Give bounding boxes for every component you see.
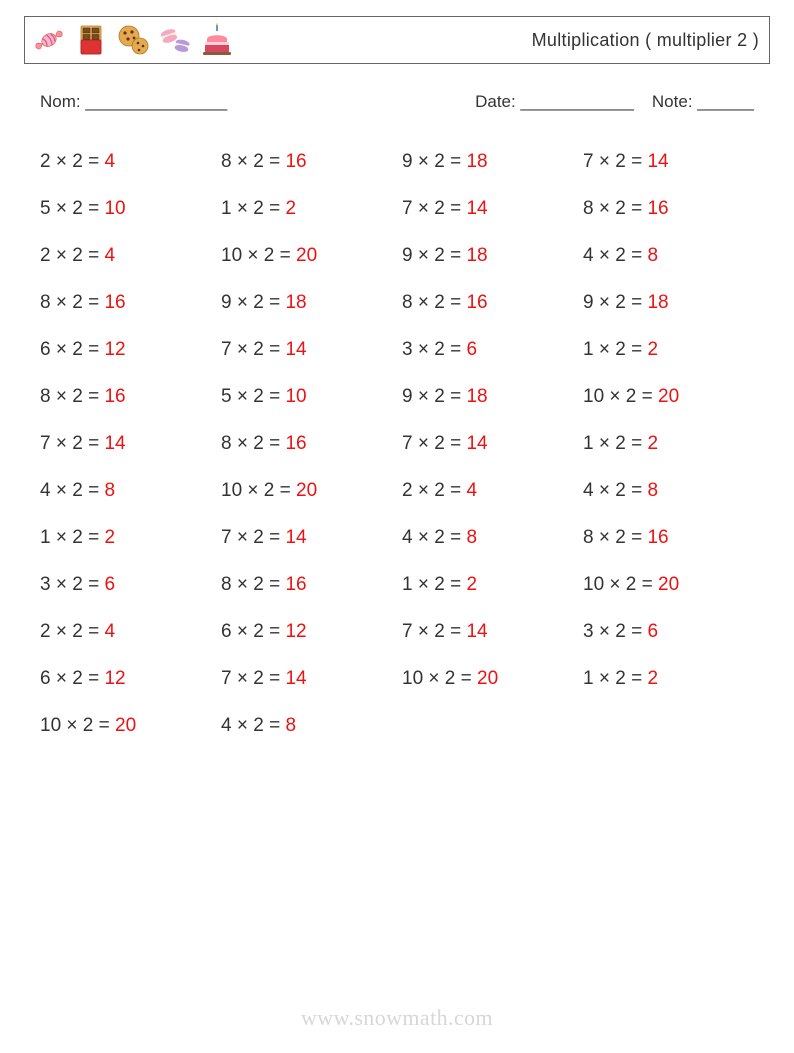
problem-cell: 4 × 2 = 8 [583,467,754,514]
name-label: Nom: _______________ [40,92,227,112]
problem-cell: 4 × 2 = 8 [402,514,573,561]
problem-cell: 8 × 2 = 16 [221,138,392,185]
problem-cell: 7 × 2 = 14 [40,420,211,467]
problem-cell: 3 × 2 = 6 [402,326,573,373]
worksheet-title: Multiplication ( multiplier 2 ) [532,30,759,51]
problem-cell: 7 × 2 = 14 [402,185,573,232]
problem-cell: 6 × 2 = 12 [40,655,211,702]
candy-icon [31,22,67,58]
note-label: Note: ______ [652,92,754,112]
problem-cell: 1 × 2 = 2 [583,326,754,373]
problem-cell: 2 × 2 = 4 [40,232,211,279]
problem-cell: 7 × 2 = 14 [221,326,392,373]
problem-cell [583,702,754,749]
problem-cell: 1 × 2 = 2 [583,655,754,702]
problem-cell: 4 × 2 = 8 [40,467,211,514]
problem-cell: 10 × 2 = 20 [583,373,754,420]
problem-cell: 9 × 2 = 18 [402,373,573,420]
meta-row: Nom: _______________ Date: ____________ … [40,92,754,112]
problem-cell: 4 × 2 = 8 [221,702,392,749]
problem-cell: 7 × 2 = 14 [221,514,392,561]
problem-grid: 2 × 2 = 48 × 2 = 169 × 2 = 187 × 2 = 145… [40,138,754,749]
problem-cell: 10 × 2 = 20 [583,561,754,608]
problem-cell: 8 × 2 = 16 [40,279,211,326]
problem-cell: 8 × 2 = 16 [583,185,754,232]
cake-icon [199,22,235,58]
problem-cell: 8 × 2 = 16 [402,279,573,326]
problem-cell: 5 × 2 = 10 [221,373,392,420]
problem-cell: 10 × 2 = 20 [40,702,211,749]
cookie-icon [115,22,151,58]
problem-cell: 8 × 2 = 16 [583,514,754,561]
date-label: Date: ____________ [475,92,634,112]
problem-cell: 1 × 2 = 2 [402,561,573,608]
header-icons [31,22,235,58]
problem-cell: 9 × 2 = 18 [221,279,392,326]
problem-cell: 3 × 2 = 6 [40,561,211,608]
problem-cell: 10 × 2 = 20 [221,467,392,514]
problem-cell: 7 × 2 = 14 [221,655,392,702]
chocolate-icon [73,22,109,58]
problem-cell: 1 × 2 = 2 [583,420,754,467]
problem-cell: 8 × 2 = 16 [221,420,392,467]
problem-cell: 4 × 2 = 8 [583,232,754,279]
problem-cell: 1 × 2 = 2 [40,514,211,561]
problem-cell: 2 × 2 = 4 [40,138,211,185]
problem-cell: 9 × 2 = 18 [402,138,573,185]
problem-cell: 10 × 2 = 20 [402,655,573,702]
problem-cell: 1 × 2 = 2 [221,185,392,232]
header-box: Multiplication ( multiplier 2 ) [24,16,770,64]
problem-cell: 9 × 2 = 18 [402,232,573,279]
problem-cell: 9 × 2 = 18 [583,279,754,326]
problem-cell: 7 × 2 = 14 [402,608,573,655]
problem-cell: 8 × 2 = 16 [40,373,211,420]
problem-cell: 2 × 2 = 4 [40,608,211,655]
macaron-icon [157,22,193,58]
problem-cell [402,702,573,749]
problem-cell: 6 × 2 = 12 [221,608,392,655]
footer-watermark: www.snowmath.com [0,1005,794,1031]
problem-cell: 7 × 2 = 14 [583,138,754,185]
problem-cell: 6 × 2 = 12 [40,326,211,373]
problem-cell: 8 × 2 = 16 [221,561,392,608]
problem-cell: 2 × 2 = 4 [402,467,573,514]
problem-cell: 3 × 2 = 6 [583,608,754,655]
problem-cell: 5 × 2 = 10 [40,185,211,232]
problem-cell: 7 × 2 = 14 [402,420,573,467]
problem-cell: 10 × 2 = 20 [221,232,392,279]
